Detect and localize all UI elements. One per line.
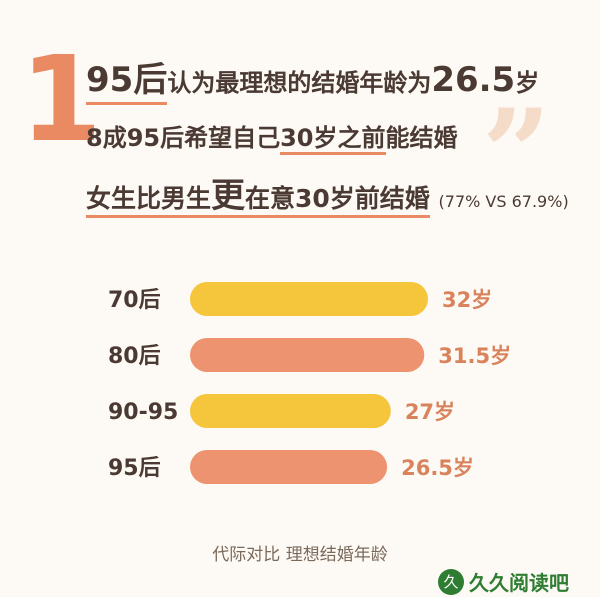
headline-age-unit: 岁 [515,69,540,97]
age-bar-chart: 70后 32岁 80后 31.5岁 90-95 27岁 95后 26.5岁 [108,282,511,484]
value-label: 31.5岁 [438,344,511,368]
headline-line3-stat: (77% VS 67.9%) [438,192,569,211]
chart-title: 代际对比 理想结婚年龄 [212,545,388,565]
headline-line3-text-c: 在意30岁前结婚 [245,184,430,213]
quote-mark-icon: ” [482,83,552,224]
value-label: 27岁 [405,400,455,424]
headline-line3-emphasis: 更 [211,176,246,216]
bar [190,282,428,316]
watermark-text: 久久阅读吧 [469,571,569,595]
headline-line3-text-a: 女生比男生 [86,184,212,213]
category-label: 90-95 [108,400,178,425]
category-label: 70后 [108,288,161,313]
logo-mark-icon: 久 [438,568,464,595]
headline-line3-underlined: 女生比男生更在意30岁前结婚 [86,176,430,218]
bar [190,450,388,484]
headline-line1-text: 认为最理想的结婚年龄为 [167,69,432,97]
headline-line2-text-a: 8成95后希望自己 [86,124,281,152]
headline-line-3: 女生比男生更在意30岁前结婚 (77% VS 67.9%) [86,168,569,218]
bar [190,338,425,372]
headline-line2-text-c: 能结婚 [385,124,458,152]
watermark-logo: 久 久久阅读吧 [438,567,569,596]
headline-line-1: 95后认为最理想的结婚年龄为26.5岁 [86,52,540,105]
category-label: 95后 [108,456,161,481]
headline-line2-highlight: 30岁之前 [280,124,386,155]
value-label: 32岁 [442,288,492,312]
value-label: 26.5岁 [401,456,474,480]
headline-95-label: 95后 [86,60,168,105]
headline-number: 1 [20,30,103,168]
headline-age-value: 26.5 [431,60,516,100]
category-label: 80后 [108,344,161,369]
headline-line-2: 8成95后希望自己30岁之前能结婚 [86,118,458,155]
bar [190,394,391,428]
